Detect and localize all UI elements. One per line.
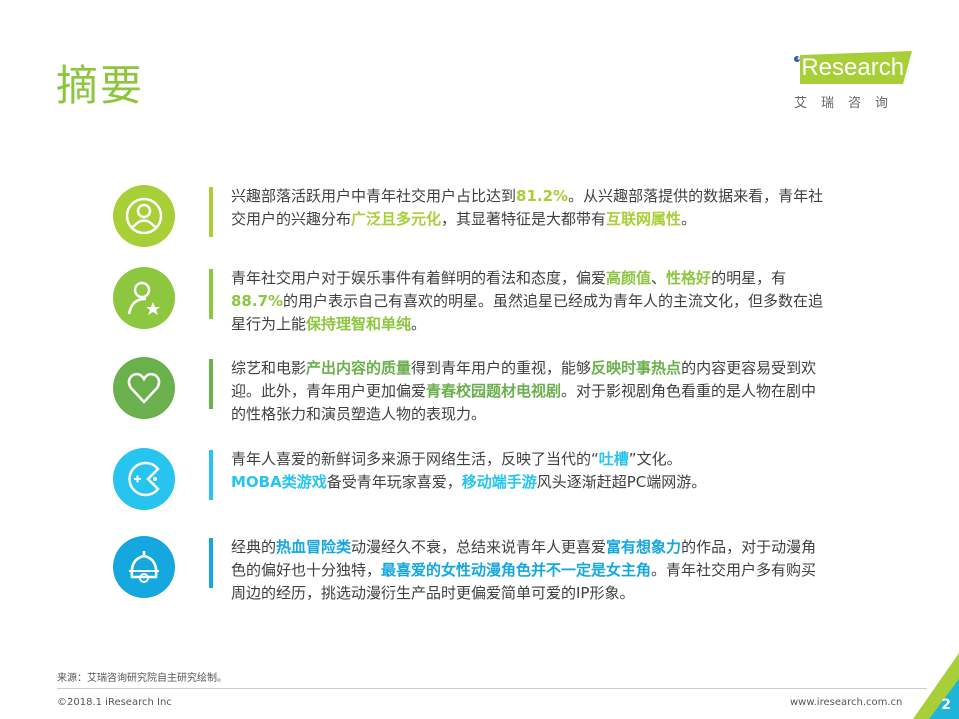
text-segment: 兴趣部落活跃用户中青年社交用户占比达到 [231,187,517,205]
text-segment: 。 [681,210,697,228]
accent-bar [209,450,213,500]
summary-item: 青年人喜爱的新鲜词多来源于网络生活，反映了当代的“吐槽”文化。 MOBA类游戏备受… [113,448,833,518]
highlight-text: 移动端手游 [461,473,537,491]
summary-item: 经典的热血冒险类动漫经久不衰，总结来说青年人更喜爱富有想象力的作品，对于动漫角色… [113,536,833,606]
page-title: 摘要 [56,61,145,110]
highlight-text: 性格好 [666,269,712,287]
bell-icon [113,536,175,598]
user-circle-icon [113,185,175,247]
highlight-text: 保持理智和单纯 [306,315,412,333]
highlight-text: 吐槽 [598,450,629,468]
iresearch-logo: iResearch 艾瑞咨询 [790,48,915,112]
highlight-text: 反映时事热点 [591,359,682,377]
summary-text: 兴趣部落活跃用户中青年社交用户占比达到81.2%。从兴趣部落提供的数据来看，青年… [231,185,831,231]
text-segment: 的明星，有 [711,269,787,287]
highlight-text: 热血冒险类 [276,538,352,556]
website-url: www.iresearch.com.cn [790,697,903,708]
text-segment: 动漫经久不衰，总结来说青年人更喜爱 [351,538,607,556]
text-segment: 、 [651,269,667,287]
page-number: 2 [941,697,951,713]
summary-item: 青年社交用户对于娱乐事件有着鲜明的看法和态度，偏爱高颜值、性格好的明星，有 88.… [113,267,833,337]
accent-bar [209,359,213,409]
text-segment: 。从兴趣部落提供的数据来看，青年社交用户的兴趣分布 [231,187,824,228]
highlight-text: 产出内容的质量 [306,359,412,377]
text-segment: 得到青年用户的重视，能够 [411,359,592,377]
accent-bar [209,187,213,237]
text-segment: 的用户表示自己有喜欢的明星。虽然追星已经成为青年人的主流文化，但多数在追星行为上… [231,292,824,333]
text-segment: 的内容更容易受到欢迎。此外，青年用户更加偏爱 [231,359,817,400]
text-segment: ，其显著特征是大都带有 [441,210,607,228]
highlight-text: 81.2% [516,187,569,205]
highlight-text: 青春校园题材电视剧 [426,382,562,400]
game-pacman-icon [113,448,175,510]
highlight-text: MOBA类游戏 [231,473,327,491]
summary-item: 兴趣部落活跃用户中青年社交用户占比达到81.2%。从兴趣部落提供的数据来看，青年… [113,185,833,255]
text-segment: ”文化。 [628,450,682,468]
accent-bar [209,269,213,319]
highlight-text: 88.7% [231,292,284,310]
text-segment: 。对于影视剧角色看重的是人物在剧中的性格张力和演员塑造人物的表现力。 [231,382,817,423]
highlight-text: 富有想象力 [606,538,682,556]
summary-text: 青年人喜爱的新鲜词多来源于网络生活，反映了当代的“吐槽”文化。 MOBA类游戏备受… [231,448,831,494]
user-star-icon [113,267,175,329]
text-segment: 青年社交用户对于娱乐事件有着鲜明的看法和态度，偏爱 [231,269,607,287]
text-segment: 青年人喜爱的新鲜词多来源于网络生活，反映了当代的“ [231,450,599,468]
highlight-text: 高颜值 [606,269,652,287]
text-segment: 的作品，对于动漫角色的偏好也十分独特， [231,538,817,579]
summary-text: 经典的热血冒险类动漫经久不衰，总结来说青年人更喜爱富有想象力的作品，对于动漫角色… [231,536,831,605]
source-note: 来源：艾瑞咨询研究院自主研究绘制。 [57,673,227,684]
text-segment: 经典的 [231,538,277,556]
text-segment: 备受青年玩家喜爱， [326,473,462,491]
text-segment: 风头逐渐赶超PC端网游。 [536,473,707,491]
summary-text: 综艺和电影产出内容的质量得到青年用户的重视，能够反映时事热点的内容更容易受到欢迎… [231,357,831,426]
text-segment: 综艺和电影 [231,359,307,377]
summary-text: 青年社交用户对于娱乐事件有着鲜明的看法和态度，偏爱高颜值、性格好的明星，有 88.… [231,267,831,336]
text-segment: 。青年社交用户多有购买周边的经历，挑选动漫衍生产品时更偏爱简单可爱的IP形象。 [231,561,817,602]
divider [57,688,927,689]
accent-bar [209,538,213,588]
text-segment: 。 [411,315,427,333]
highlight-text: 广泛且多元化 [351,210,442,228]
copyright: ©2018.1 iResearch Inc [57,697,172,708]
heart-icon [113,357,175,419]
summary-item: 综艺和电影产出内容的质量得到青年用户的重视，能够反映时事热点的内容更容易受到欢迎… [113,357,833,427]
highlight-text: 互联网属性 [606,210,682,228]
highlight-text: 最喜爱的女性动漫角色并不一定是女主角 [381,561,652,579]
